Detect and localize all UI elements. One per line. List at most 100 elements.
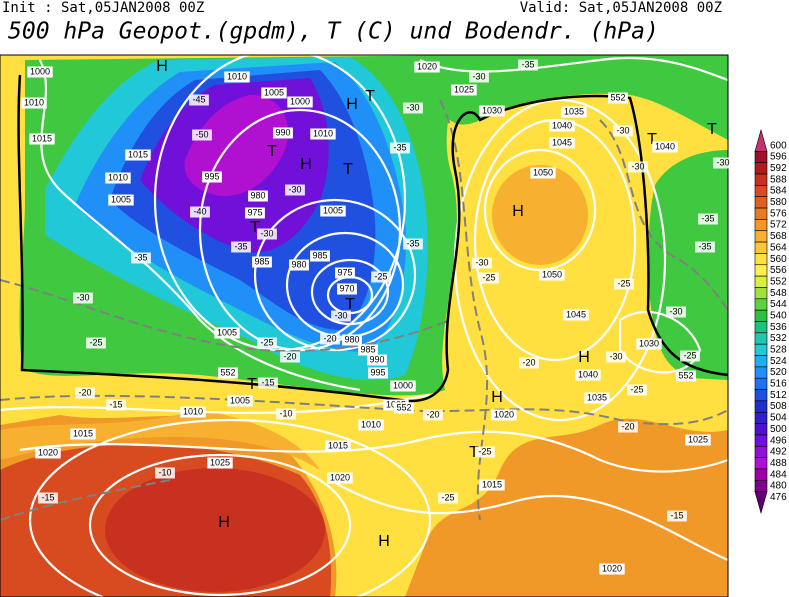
map-field	[0, 55, 728, 597]
temperature-label: -30	[616, 125, 629, 135]
colorbar-label: 600	[770, 140, 787, 151]
isobar-label: 1040	[655, 141, 675, 151]
isobar-label: 1000	[290, 96, 310, 106]
pressure-center: H	[218, 514, 230, 531]
isobar-label-box	[479, 105, 505, 117]
colorbar-label: 572	[770, 220, 787, 231]
isobar-label-box	[207, 457, 233, 469]
colorbar-label: 576	[770, 208, 787, 219]
temperature-label: -20	[283, 351, 296, 361]
temperature-label: -25	[478, 446, 491, 456]
temperature-label-box	[276, 408, 296, 420]
isobar-label-box	[575, 369, 601, 381]
temperature-label-box	[695, 241, 715, 253]
colorbar-band	[754, 423, 768, 436]
temperature-label: -25	[617, 278, 630, 288]
isobar-label-box	[105, 172, 131, 184]
isobar-label: 1050	[542, 269, 562, 279]
colorbar-label: 548	[770, 288, 787, 299]
temperature-label-box	[518, 59, 538, 71]
colorbar-label: 568	[770, 231, 787, 242]
colorbar-label: 588	[770, 174, 787, 185]
colorbar-label: 552	[770, 276, 787, 287]
pressure-center: T	[647, 131, 657, 148]
colorbar-band	[754, 298, 768, 311]
temperature-label: -50	[195, 129, 208, 139]
isobar-label: 985	[360, 344, 375, 354]
isobar-label-box	[125, 149, 151, 161]
colorbar-band	[754, 264, 768, 277]
isobar-label: 1010	[108, 172, 128, 182]
isobar-label-box	[584, 392, 610, 404]
isobar-label-box	[327, 472, 353, 484]
isobar-label-box	[608, 92, 628, 104]
isobar-label: 970	[339, 283, 354, 293]
colorbar-label: 488	[770, 458, 787, 469]
colorbar-label: 528	[770, 345, 787, 356]
isobar-label-box	[227, 395, 253, 407]
colorbar-band	[754, 400, 768, 413]
temperature-label-box	[472, 257, 492, 269]
isobar-label-box	[180, 406, 206, 418]
isobar-label-box	[414, 61, 440, 73]
temperature-label-box	[155, 467, 175, 479]
temperature-label-box	[627, 384, 647, 396]
temperature-label-box	[614, 278, 634, 290]
colorbar-band	[754, 162, 768, 175]
colorbar-band	[754, 457, 768, 470]
temperature-label: -30	[475, 257, 488, 267]
pressure-center: T	[247, 376, 257, 393]
isobar-label: 990	[369, 354, 384, 364]
temperature-label: -35	[701, 213, 714, 223]
temperature-label-box	[606, 351, 626, 363]
temperature-label-box	[667, 510, 687, 522]
temperature-label-box	[258, 377, 278, 389]
isobar-label-box	[289, 259, 309, 271]
temperature-label: -25	[630, 384, 643, 394]
temperature-label: -20	[78, 387, 91, 397]
temperature-label: -25	[482, 272, 495, 282]
colorbar-band	[754, 151, 768, 163]
pressure-center: T	[343, 161, 353, 178]
isobar-label-box	[335, 267, 355, 279]
temperature-label-box	[618, 421, 638, 433]
isobar-label: 1035	[564, 106, 584, 116]
map-title: 500 hPa Geopot.(gpdm), T (C) und Bodendr…	[8, 19, 659, 45]
isobar-label-box	[202, 171, 222, 183]
colorbar: 6005965925885845805765725685645605565525…	[754, 128, 787, 515]
isobar-label-box	[35, 447, 61, 459]
colorbar-label: 516	[770, 379, 787, 390]
isobar-label-box	[368, 367, 388, 379]
temperature-label: -20	[426, 409, 439, 419]
colorbar-band	[754, 241, 768, 254]
colorbar-band	[754, 321, 768, 334]
isobar-label: 1020	[602, 563, 622, 573]
temperature-label-box	[390, 142, 410, 154]
isobar-label: 552	[396, 402, 411, 412]
temperature-label-box	[86, 337, 106, 349]
pressure-center: H	[491, 389, 503, 406]
temperature-label-box	[320, 333, 340, 345]
colorbar-label: 564	[770, 242, 787, 253]
colorbar-band	[754, 468, 768, 481]
temperature-label: -10	[158, 467, 171, 477]
temperature-label: -20	[621, 421, 634, 431]
temperature-label: -15	[670, 510, 683, 520]
temperature-label-box	[231, 241, 251, 253]
temperature-label: -25	[441, 492, 454, 502]
temperature-label-box	[371, 271, 391, 283]
isobar-label-box	[70, 428, 96, 440]
isobar-label: 1040	[552, 120, 572, 130]
colorbar-label: 508	[770, 401, 787, 412]
colorbar-arrow	[754, 128, 768, 152]
isobar-label-box	[245, 207, 265, 219]
temperature-label-box	[257, 228, 277, 240]
isobar-label: 1015	[73, 428, 93, 438]
isobar-label-box	[479, 479, 505, 491]
isobar-label: 1010	[24, 97, 44, 107]
isobar-label-box	[394, 402, 414, 414]
temperature-label-box	[469, 71, 489, 83]
isobar-label-box	[358, 344, 378, 356]
colorbar-band	[754, 366, 768, 379]
isobar-label-box	[685, 434, 711, 446]
